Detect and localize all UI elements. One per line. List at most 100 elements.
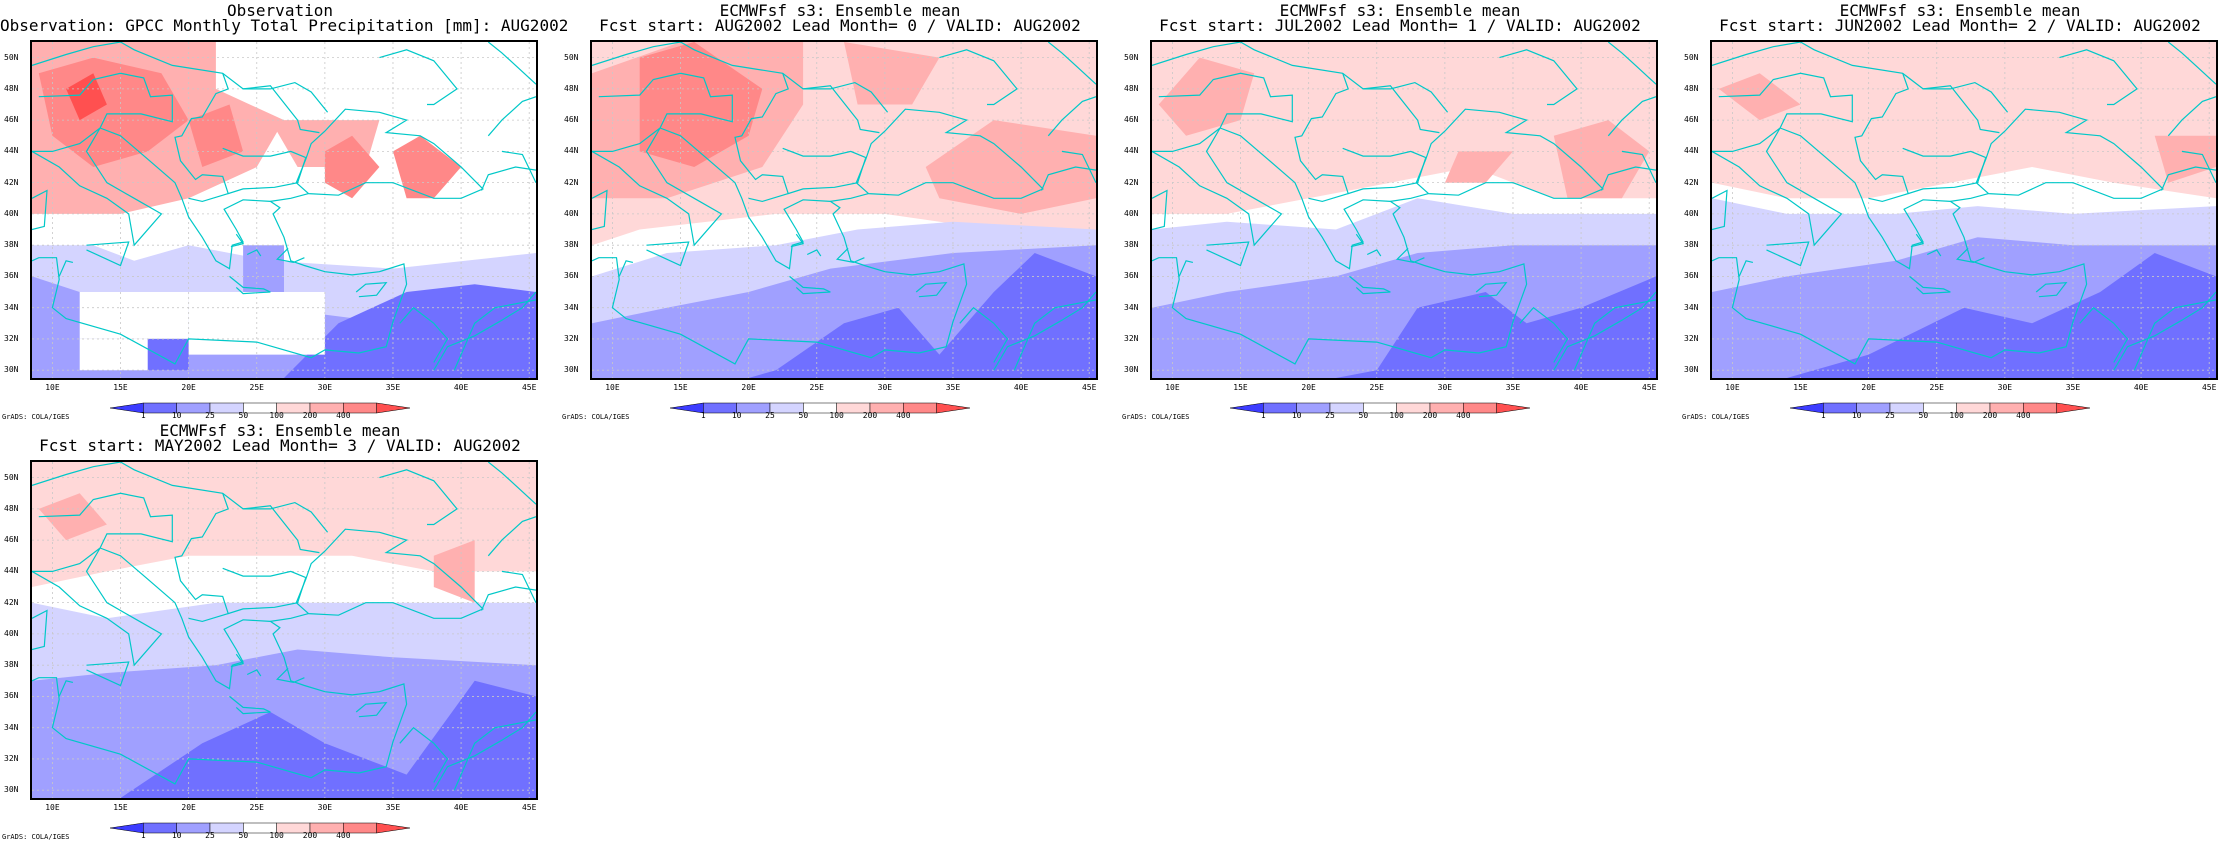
coastline	[1395, 247, 1425, 264]
coastline	[2181, 150, 2216, 183]
lat-tick-label: 32N	[564, 333, 579, 343]
colorbar-label: 100	[1949, 411, 1964, 420]
colorbar-label: 50	[1918, 411, 1929, 420]
lon-tick-label: 10E	[1725, 383, 1740, 392]
coastline	[453, 299, 536, 371]
coastline	[592, 127, 968, 365]
lon-tick-label: 10E	[605, 383, 620, 392]
precipitation-map	[32, 462, 536, 798]
colorbar-label: 25	[1325, 411, 1335, 420]
coastline	[32, 462, 121, 486]
coastline	[222, 567, 307, 579]
coastline	[646, 241, 690, 267]
coastline	[782, 147, 867, 159]
coastline	[501, 570, 536, 603]
coastline	[1607, 96, 1656, 137]
lat-tick-label: 46N	[4, 115, 19, 125]
coastline	[1178, 260, 1194, 277]
lat-tick-label: 46N	[1684, 115, 1699, 125]
coastline	[58, 680, 74, 697]
grads-credit: GrADS: COLA/IGES	[2, 833, 70, 841]
lat-tick-label: 42N	[1684, 177, 1699, 187]
colorbar-swatch	[376, 822, 411, 834]
colorbar-container	[669, 399, 990, 418]
colorbar-label: 50	[798, 411, 809, 420]
lon-tick-label: 25E	[1929, 383, 1944, 392]
lat-tick-label: 34N	[4, 722, 19, 732]
coastline	[618, 260, 634, 277]
colorbar-label: 400	[336, 831, 351, 840]
coastline	[1158, 72, 1293, 129]
colorbar	[109, 822, 411, 834]
coastline	[38, 72, 173, 129]
precip-shade	[2154, 135, 2216, 183]
coastline	[1475, 282, 1508, 298]
coastline	[487, 516, 536, 557]
coastline	[1350, 233, 1365, 248]
lat-tick-label: 40N	[1684, 208, 1699, 218]
colorbar-label: 50	[1358, 411, 1369, 420]
coastline	[501, 150, 536, 183]
lon-tick-label: 30E	[1437, 383, 1453, 392]
coastline	[680, 42, 880, 134]
lat-tick-label: 46N	[4, 535, 19, 545]
lon-tick-label: 10E	[45, 803, 60, 812]
lon-tick-label: 25E	[1369, 383, 1384, 392]
colorbar	[109, 402, 411, 414]
coastline	[58, 260, 74, 277]
precip-shade	[1158, 57, 1255, 136]
panel-title: ECMWFsf s3: Ensemble mean	[719, 1, 961, 20]
coastline	[803, 81, 889, 113]
lon-tick-label: 15E	[1233, 383, 1248, 392]
lon-tick-label: 15E	[673, 383, 688, 392]
lon-tick-label: 40E	[1573, 383, 1589, 392]
coastline	[592, 189, 608, 231]
lat-tick-label: 40N	[4, 208, 19, 218]
coastline	[959, 306, 1009, 363]
coastline	[487, 462, 536, 505]
lon-tick-label: 15E	[1793, 383, 1808, 392]
panel-title: ECMWFsf s3: Ensemble mean	[1839, 1, 2081, 20]
coastline	[2113, 291, 2216, 371]
coastline	[1712, 127, 2088, 365]
coastline	[789, 275, 831, 295]
lon-tick-label: 20E	[1861, 383, 1876, 392]
colorbar-label: 200	[302, 831, 318, 840]
precip-shade	[120, 680, 536, 798]
lon-tick-label: 20E	[1301, 383, 1316, 392]
lat-tick-label: 42N	[4, 177, 19, 187]
lat-tick-label: 44N	[4, 566, 19, 576]
map-frame	[30, 460, 538, 800]
lon-tick-label: 25E	[809, 383, 824, 392]
coastline	[433, 711, 536, 791]
coastline	[1923, 81, 2009, 113]
coastline	[243, 501, 329, 533]
map-panel: ECMWFsf s3: Ensemble mean Fcst start: AUG…	[560, 0, 1120, 421]
lat-tick-label: 40N	[564, 208, 579, 218]
colorbar-label: 25	[1885, 411, 1895, 420]
lon-tick-label: 30E	[317, 803, 333, 812]
precip-shade	[147, 338, 189, 371]
coastline	[230, 653, 245, 668]
coastline	[433, 291, 536, 371]
precipitation-map	[1152, 42, 1656, 378]
lat-tick-label: 38N	[4, 660, 19, 670]
map-panel: ECMWFsf s3: Ensemble mean Fcst start: MAY…	[0, 420, 560, 841]
colorbar-label: 1	[1820, 411, 1826, 420]
lon-tick-label: 25E	[249, 383, 264, 392]
panel-subtitle: Fcst start: AUG2002 Lead Month= 0 / VALI…	[599, 16, 1081, 35]
coastline	[487, 42, 536, 85]
coastline	[32, 609, 48, 651]
coastline	[32, 189, 48, 231]
lon-tick-label: 10E	[1165, 383, 1180, 392]
lat-tick-label: 42N	[564, 177, 579, 187]
colorbar-label: 100	[1389, 411, 1404, 420]
coastline	[32, 547, 163, 667]
map-frame	[30, 40, 538, 380]
precip-shade	[925, 120, 1096, 214]
lat-tick-label: 44N	[1684, 146, 1699, 156]
colorbar-label: 10	[171, 831, 182, 840]
coastline	[355, 702, 388, 718]
coastline	[1800, 42, 2000, 134]
colorbar-label: 200	[862, 411, 878, 420]
